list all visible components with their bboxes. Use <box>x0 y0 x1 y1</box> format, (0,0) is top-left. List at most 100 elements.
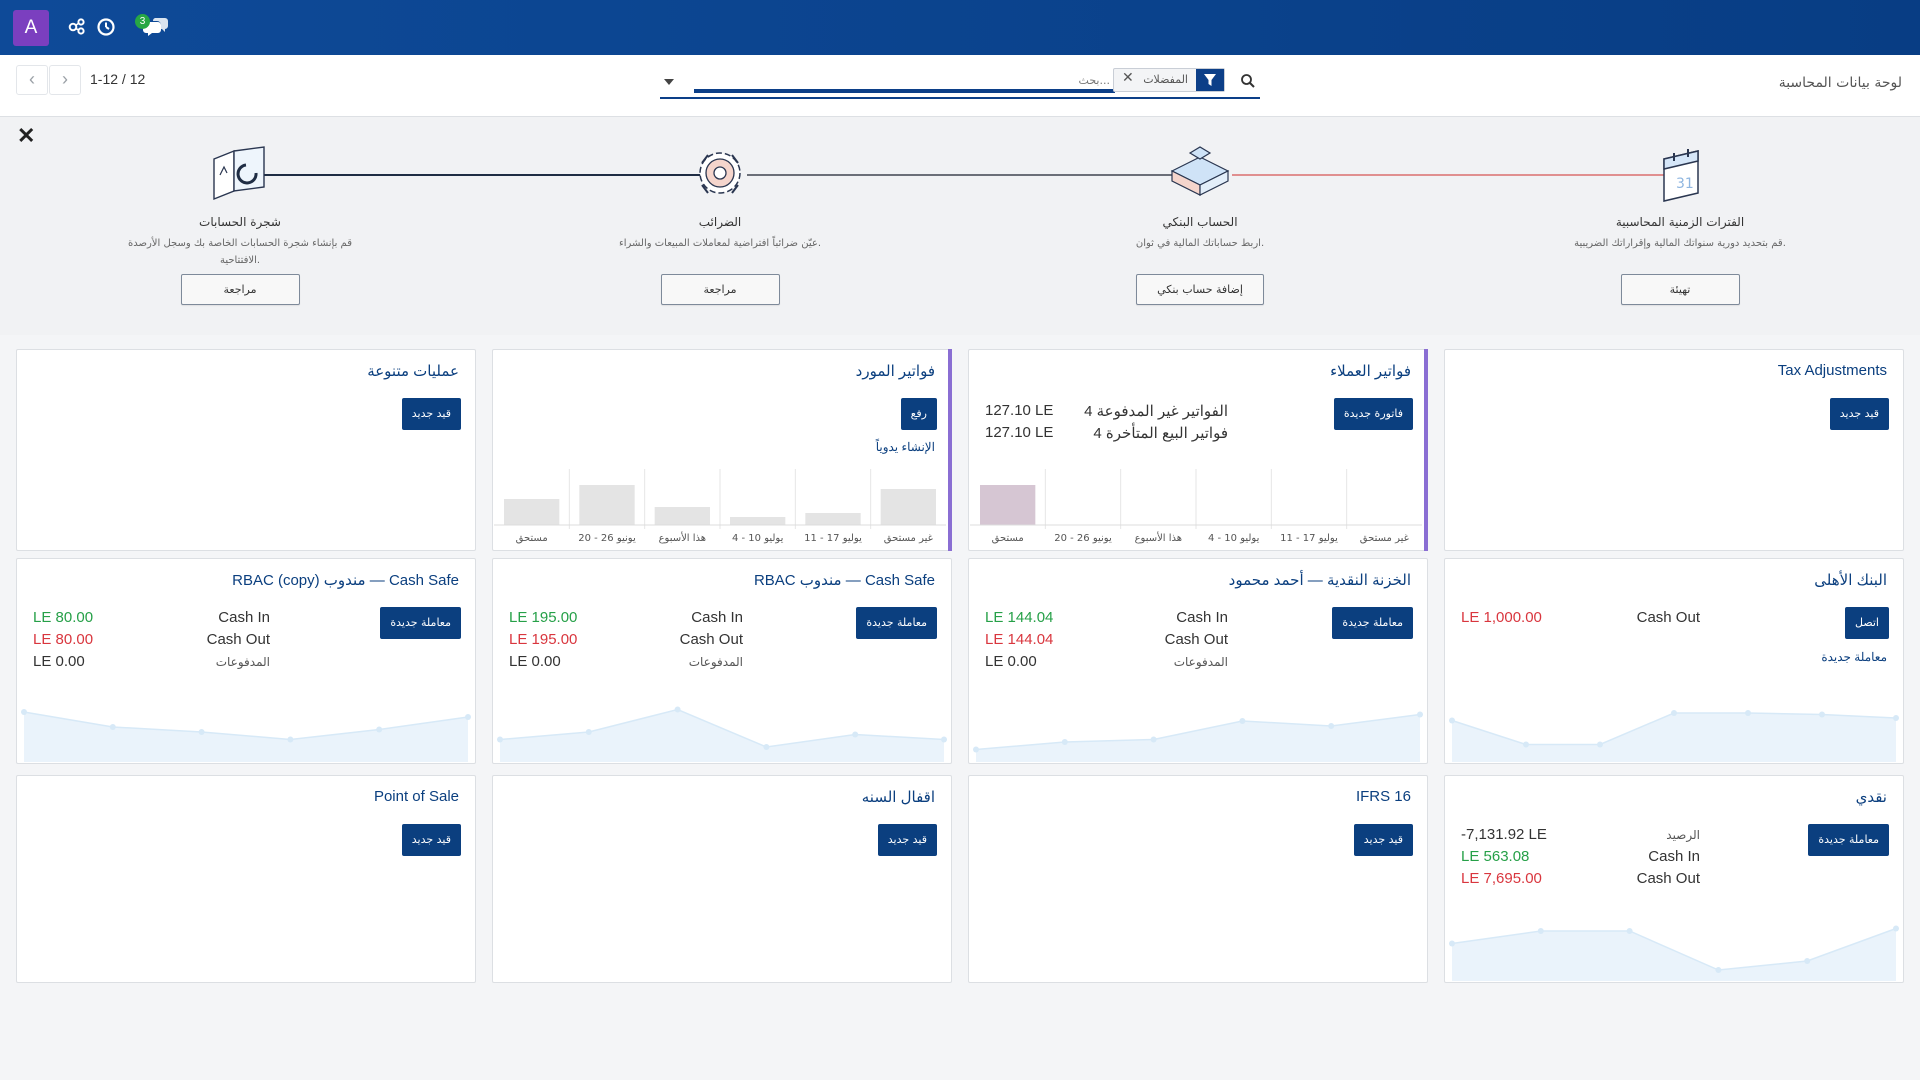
sparkline-line <box>23 711 469 741</box>
journal-title[interactable]: IFRS 16 <box>1355 788 1411 805</box>
cash-balance-sparkline[interactable] <box>970 690 1426 762</box>
onboarding-step-description: قم بإنشاء شجرة الحسابات الخاصة بك وسجل ا… <box>128 238 352 266</box>
new-transaction-button[interactable]: معاملة جديدة <box>1808 824 1889 856</box>
journal-title[interactable]: عمليات متنوعة <box>367 363 459 380</box>
upload-bill-button[interactable]: رفع <box>900 398 937 430</box>
sparkline-point <box>941 736 947 743</box>
cash-out-label[interactable]: Cash Out <box>206 631 270 648</box>
journal-title[interactable]: نقدي <box>1855 789 1887 806</box>
filter-facet-label: المفضلات <box>1143 73 1188 86</box>
sparkline-area <box>1452 928 1896 981</box>
pager-value[interactable]: 1-12 / 12 <box>90 71 146 87</box>
svg-text:31: 31 <box>1676 176 1694 192</box>
journal-card-tax-adjustments: Tax Adjustments قيد جديد <box>1444 349 1904 551</box>
new-transaction-button[interactable]: معاملة جديدة <box>856 607 937 639</box>
cash-in-value: LE 563.08 <box>1461 848 1530 865</box>
chart-tick-label: غير مستحق <box>1360 533 1409 544</box>
avatar[interactable]: A <box>13 10 49 46</box>
journal-title[interactable]: اقفال السنه <box>861 789 935 806</box>
payments-label[interactable]: المدفوعات <box>1173 655 1228 669</box>
journal-title[interactable]: فواتير العملاء <box>1330 363 1411 380</box>
onboarding-step-bank: الحساب البنكي اربط حساباتك المالية في ثو… <box>1080 139 1320 305</box>
connect-bank-button[interactable]: اتصل <box>1845 607 1889 639</box>
payments-label[interactable]: المدفوعات <box>215 655 270 669</box>
journal-card-customer-invoices: فواتير العملاء فاتورة جديدة 4 الفواتير غ… <box>968 349 1428 551</box>
onboarding-step-chart-of-accounts: شجرة الحسابات قم بإنشاء شجرة الحسابات ال… <box>120 139 360 305</box>
cash-out-label[interactable]: Cash Out <box>1636 870 1700 887</box>
late-invoices-link[interactable]: 4 فواتير البيع المتأخرة <box>1093 425 1228 442</box>
search-icon[interactable] <box>1240 73 1256 89</box>
cash-in-value: LE 80.00 <box>33 609 94 626</box>
chart-bar <box>654 507 710 525</box>
add-bank-account-button[interactable]: إضافة حساب بنكي <box>1136 274 1264 305</box>
sparkline-line <box>975 713 1421 751</box>
onboarding-step-description: عيّن ضرائباً افتراضية لمعاملات المبيعات … <box>619 238 821 249</box>
payments-label[interactable]: المدفوعات <box>688 655 743 669</box>
new-entry-button[interactable]: قيد جديد <box>401 398 461 430</box>
new-entry-button[interactable]: قيد جديد <box>1829 398 1889 430</box>
aged-payable-chart[interactable]: مستحق 20 - 26 يونيو هذا الأسبوع 4 - 10 يولي… <box>494 469 946 549</box>
cash-out-label[interactable]: Cash Out <box>1636 609 1700 626</box>
journal-card-rbac-copy-cash-safe: RBAC (copy) مندوب — Cash Safe معاملة جدي… <box>16 558 476 764</box>
cash-balance-sparkline[interactable] <box>494 690 950 762</box>
filter-remove-icon[interactable]: ✕ <box>1122 70 1134 86</box>
cash-in-value: LE 144.04 <box>985 609 1054 626</box>
cash-in-label[interactable]: Cash In <box>1648 848 1700 865</box>
chart-bar <box>579 485 635 525</box>
search-options-toggle[interactable] <box>664 79 674 85</box>
gear-icon <box>688 139 752 205</box>
bank-balance-sparkline[interactable] <box>1446 690 1902 762</box>
pager-next-button[interactable]: › <box>49 65 81 95</box>
sparkline-point <box>287 736 294 743</box>
sparkline-area <box>1452 713 1896 762</box>
journal-title[interactable]: الخزنة النقدية — أحمد محمود <box>1228 572 1411 589</box>
cash-in-label[interactable]: Cash In <box>691 609 743 626</box>
cash-balance-sparkline[interactable] <box>18 690 474 762</box>
cash-balance-sparkline[interactable] <box>1446 909 1902 981</box>
journal-title[interactable]: RBAC مندوب — Cash Safe <box>753 572 935 589</box>
configure-fiscal-button[interactable]: تهيئة <box>1620 274 1740 305</box>
unpaid-invoices-link[interactable]: 4 الفواتير غير المدفوعة <box>1084 403 1228 420</box>
new-transaction-button[interactable]: معاملة جديدة <box>1332 607 1413 639</box>
new-entry-button[interactable]: قيد جديد <box>401 824 461 856</box>
balance-label[interactable]: الرصيد <box>1666 828 1700 842</box>
onboarding-step-title: الضرائب <box>698 215 742 229</box>
cash-out-label[interactable]: Cash Out <box>1164 631 1228 648</box>
pager-previous-button[interactable]: ‹ <box>16 65 48 95</box>
journal-title[interactable]: Point of Sale <box>373 788 459 805</box>
selected-stripe <box>1424 349 1428 551</box>
journal-title[interactable]: البنك الأهلى <box>1814 572 1887 589</box>
journal-title[interactable]: Tax Adjustments <box>1777 362 1887 379</box>
sparkline-point <box>21 709 27 715</box>
cash-out-value: LE 195.00 <box>509 631 578 648</box>
create-manually-link[interactable]: الإنشاء يدوياً <box>875 440 935 454</box>
sparkline-point <box>1523 741 1529 748</box>
review-taxes-button[interactable]: مراجعة <box>660 274 780 305</box>
sparkline-point <box>1597 741 1603 748</box>
new-transaction-button[interactable]: معاملة جديدة <box>380 607 461 639</box>
activity-share-icon[interactable] <box>66 14 88 38</box>
journal-card-cash: نقدي معاملة جديدة الرصيد -7,131.92 LE Ca… <box>1444 775 1904 983</box>
cash-in-label[interactable]: Cash In <box>218 609 270 626</box>
sparkline-point <box>1417 711 1423 718</box>
new-entry-button[interactable]: قيد جديد <box>1353 824 1413 856</box>
aged-receivable-chart[interactable]: مستحق 20 - 26 يونيو هذا الأسبوع 4 - 10 يولي… <box>970 469 1422 549</box>
new-transaction-link[interactable]: معاملة جديدة <box>1821 650 1887 664</box>
journal-title[interactable]: RBAC (copy) مندوب — Cash Safe <box>232 572 459 589</box>
cash-out-label[interactable]: Cash Out <box>679 631 743 648</box>
search-input[interactable] <box>810 68 1110 92</box>
chart-tick-label: 11 - 17 يوليو <box>1280 533 1338 544</box>
journal-title[interactable]: فواتير المورد <box>855 363 935 380</box>
sparkline-point <box>1804 958 1811 964</box>
late-invoices-value: 127.10 LE <box>985 424 1054 441</box>
new-invoice-button[interactable]: فاتورة جديدة <box>1333 398 1413 430</box>
chart-tick-label: مستحق <box>992 533 1024 544</box>
cash-in-label[interactable]: Cash In <box>1176 609 1228 626</box>
review-accounts-button[interactable]: مراجعة <box>180 274 300 305</box>
sparkline-point <box>497 736 503 743</box>
close-onboarding-icon[interactable]: ✕ <box>17 123 36 148</box>
chart-bar <box>880 489 936 525</box>
clock-icon[interactable] <box>95 14 117 38</box>
new-entry-button[interactable]: قيد جديد <box>877 824 937 856</box>
sparkline-point <box>1745 710 1751 716</box>
